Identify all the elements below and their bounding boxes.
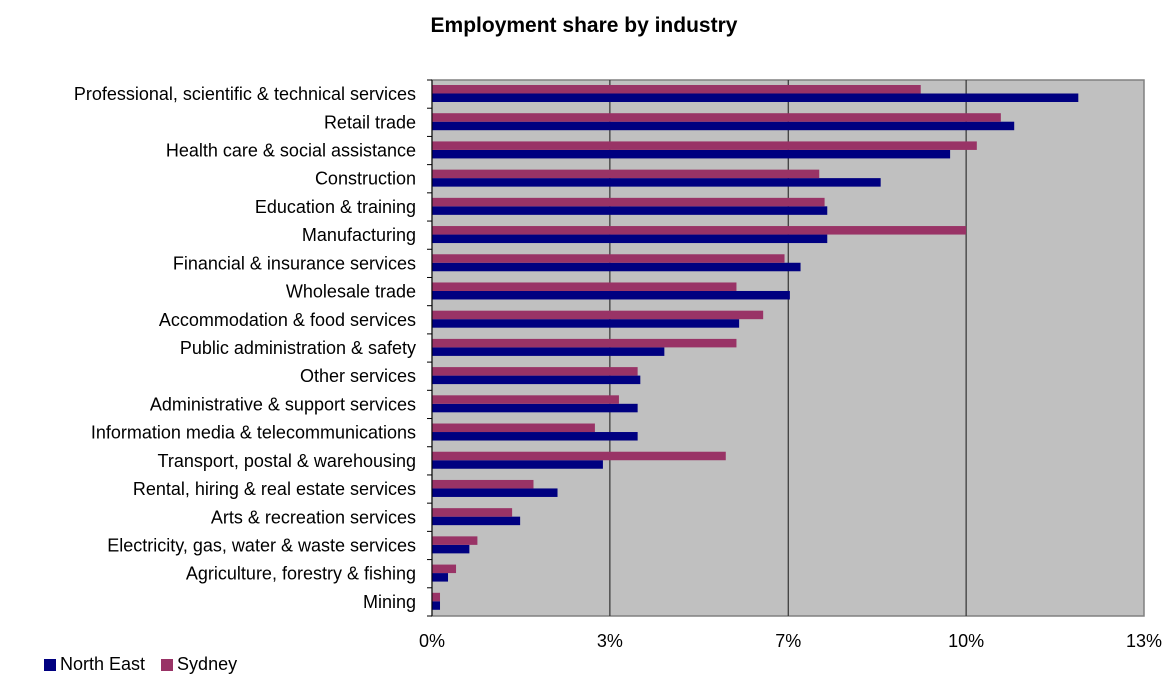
chart-title: Employment share by industry [430, 14, 738, 37]
category-label: Electricity, gas, water & waste services [107, 535, 416, 555]
x-tick-label: 0% [419, 631, 445, 651]
category-label: Wholesale trade [286, 282, 416, 302]
bar-north-east-0 [432, 93, 1079, 102]
x-tick-label: 10% [948, 631, 984, 651]
category-label: Public administration & safety [180, 338, 416, 358]
bar-north-east-17 [432, 573, 449, 582]
category-label: Manufacturing [302, 225, 416, 245]
legend-label-sydney: Sydney [177, 654, 238, 674]
bar-north-east-13 [432, 460, 603, 469]
bar-north-east-16 [432, 544, 470, 554]
bar-north-east-4 [432, 206, 828, 215]
bar-sydney-2 [432, 141, 977, 150]
bar-sydney-4 [432, 197, 825, 207]
category-label: Construction [315, 169, 416, 189]
bar-north-east-1 [432, 121, 1015, 131]
bar-sydney-3 [432, 169, 820, 179]
category-labels: Professional, scientific & technical ser… [74, 84, 416, 612]
legend-swatch-sydney [161, 658, 174, 671]
category-label: Health care & social assistance [166, 141, 416, 161]
category-label: Other services [300, 366, 416, 386]
legend-item-north-east: North East [44, 654, 145, 675]
x-tick-label: 13% [1126, 631, 1162, 651]
category-label: Transport, postal & warehousing [158, 451, 416, 471]
bar-north-east-12 [432, 432, 638, 441]
y-axis [427, 79, 433, 617]
x-tick-label: 3% [597, 631, 623, 651]
bar-sydney-17 [432, 564, 457, 574]
bar-sydney-0 [432, 85, 921, 94]
bar-sydney-7 [432, 282, 737, 291]
bars [432, 85, 1079, 610]
bar-sydney-10 [432, 367, 638, 376]
bar-sydney-14 [432, 479, 534, 489]
category-label: Education & training [255, 197, 416, 217]
legend-item-sydney: Sydney [161, 654, 237, 675]
category-label: Agriculture, forestry & fishing [186, 564, 416, 584]
bar-north-east-3 [432, 178, 881, 187]
bar-north-east-10 [432, 375, 641, 385]
bar-sydney-18 [432, 592, 441, 602]
category-label: Arts & recreation services [211, 507, 416, 527]
category-label: Retail trade [324, 112, 416, 132]
bar-sydney-16 [432, 536, 478, 545]
category-label: Administrative & support services [150, 394, 416, 414]
bar-sydney-15 [432, 508, 513, 517]
bar-sydney-8 [432, 310, 764, 320]
bar-north-east-7 [432, 290, 790, 300]
bar-sydney-1 [432, 113, 1001, 122]
category-label: Mining [363, 592, 416, 612]
bar-north-east-8 [432, 319, 740, 328]
bar-sydney-13 [432, 451, 726, 461]
legend-label-north-east: North East [60, 654, 146, 674]
category-label: Information media & telecommunications [91, 423, 416, 443]
x-tick-label: 7% [775, 631, 801, 651]
category-label: Accommodation & food services [159, 310, 416, 330]
category-label: Financial & insurance services [173, 253, 416, 273]
x-tick-labels: 0% 3% 7% 10% 13% [419, 631, 1162, 651]
category-label: Rental, hiring & real estate services [133, 479, 416, 499]
bar-sydney-12 [432, 423, 595, 433]
bar-north-east-9 [432, 347, 665, 356]
bar-north-east-15 [432, 516, 521, 526]
bar-sydney-6 [432, 254, 785, 263]
bar-north-east-6 [432, 262, 801, 272]
bar-north-east-2 [432, 149, 951, 159]
bar-sydney-11 [432, 395, 619, 404]
legend-swatch-north-east [44, 658, 56, 671]
legend: North East Sydney [44, 654, 253, 675]
bar-north-east-5 [432, 234, 828, 244]
category-label: Professional, scientific & technical ser… [74, 84, 416, 104]
bar-north-east-14 [432, 488, 558, 497]
bar-sydney-9 [432, 338, 737, 348]
bar-north-east-11 [432, 403, 638, 413]
bar-sydney-5 [432, 226, 967, 235]
bar-north-east-18 [432, 601, 441, 610]
